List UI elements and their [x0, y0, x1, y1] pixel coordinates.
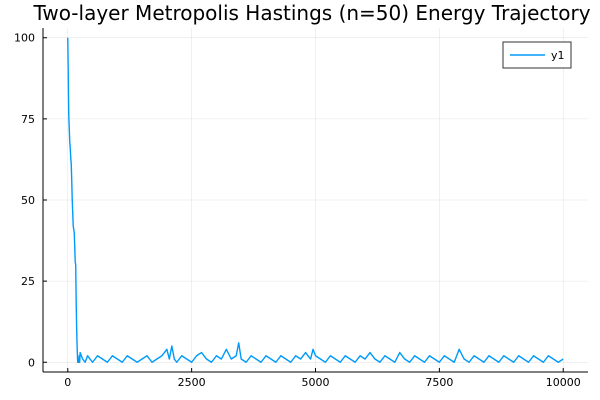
- axis-ticks: 0 2500 5000 7500 10000 0 25 50 75 100: [14, 32, 581, 389]
- series-line-y1: [67, 37, 564, 363]
- y-tick-label: 50: [21, 194, 35, 207]
- legend: y1: [502, 41, 572, 69]
- x-tick-label: 7500: [425, 376, 453, 389]
- legend-label-y1: y1: [551, 49, 565, 62]
- chart-title: Two-layer Metropolis Hastings (n=50) Ene…: [32, 1, 590, 25]
- grid-lines: [43, 28, 588, 372]
- x-tick-label: 10000: [546, 376, 581, 389]
- x-tick-label: 5000: [302, 376, 330, 389]
- y-tick-label: 25: [21, 275, 35, 288]
- x-tick-label: 0: [64, 376, 71, 389]
- x-tick-label: 2500: [178, 376, 206, 389]
- y-tick-label: 0: [28, 356, 35, 369]
- y-tick-label: 75: [21, 113, 35, 126]
- series-layer: [67, 37, 564, 363]
- y-tick-label: 100: [14, 32, 35, 45]
